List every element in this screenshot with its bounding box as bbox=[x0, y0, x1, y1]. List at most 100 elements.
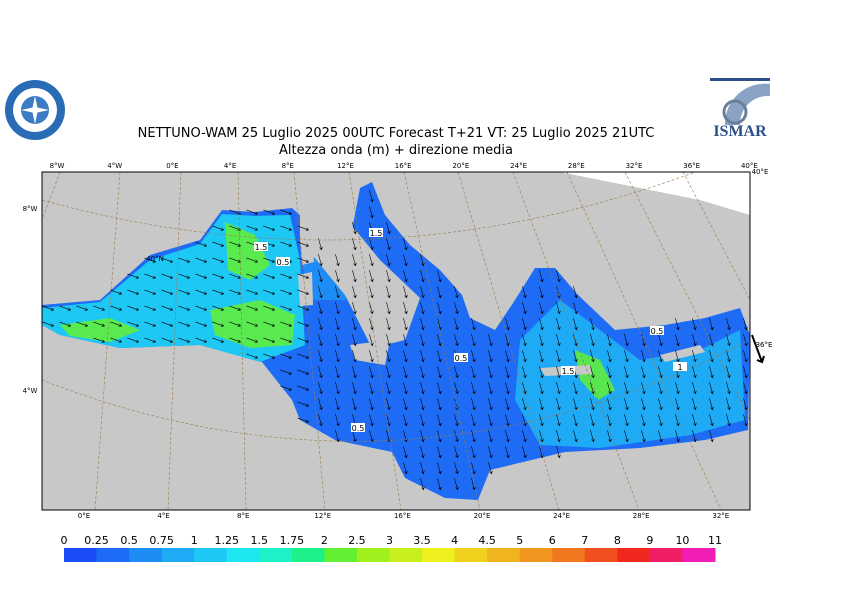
left-logo bbox=[5, 80, 65, 140]
arrow bbox=[692, 382, 696, 394]
arrow-head bbox=[220, 243, 224, 247]
arrow bbox=[352, 254, 356, 266]
arrow-head bbox=[523, 326, 527, 330]
arrow-head bbox=[421, 310, 425, 314]
arrow bbox=[675, 318, 679, 330]
arrow bbox=[335, 382, 339, 394]
top-label: 40°E bbox=[741, 162, 758, 170]
arrow-head bbox=[353, 342, 357, 346]
arrow bbox=[318, 366, 322, 378]
arrow-head bbox=[693, 342, 697, 346]
arrow-head bbox=[625, 438, 629, 442]
arrow bbox=[297, 257, 309, 263]
arrow-head bbox=[387, 390, 391, 394]
arrow-head bbox=[438, 470, 442, 474]
arrow bbox=[280, 225, 292, 231]
arrow-head bbox=[220, 291, 224, 295]
right-logo: ISMAR bbox=[710, 78, 770, 140]
arrow-head bbox=[472, 406, 476, 410]
arrow bbox=[420, 254, 424, 266]
arrow-head bbox=[455, 422, 459, 426]
arrow-head bbox=[370, 278, 374, 282]
colorbar-label: 0.75 bbox=[149, 534, 174, 547]
arrow-head bbox=[353, 230, 357, 234]
colorbar-box bbox=[487, 548, 521, 562]
arrow-head bbox=[319, 246, 323, 250]
arrow bbox=[335, 366, 339, 378]
arrow bbox=[161, 273, 173, 279]
arrow-head bbox=[336, 358, 340, 362]
right-label: 36°E bbox=[756, 341, 773, 349]
arrow bbox=[692, 334, 696, 346]
arrow bbox=[488, 414, 492, 426]
arrow-head bbox=[557, 278, 561, 282]
arrow bbox=[539, 446, 543, 458]
arrow bbox=[590, 350, 594, 362]
arrow-head bbox=[557, 406, 561, 410]
contour-label: 1.5 bbox=[370, 229, 383, 238]
arrow bbox=[454, 366, 458, 378]
arrow-head bbox=[336, 262, 340, 266]
colorbar-box bbox=[291, 548, 325, 562]
arrow bbox=[556, 302, 560, 314]
arrow bbox=[488, 350, 492, 362]
arrow-head bbox=[676, 358, 680, 362]
arrow bbox=[297, 225, 309, 231]
arrow bbox=[522, 302, 526, 314]
arrow-head bbox=[319, 294, 323, 298]
subtitle: Altezza onda (m) + direzione media bbox=[279, 143, 513, 158]
contour-label-bg bbox=[650, 326, 664, 335]
arrow-head bbox=[237, 307, 241, 311]
arrow-head bbox=[523, 422, 527, 426]
arrow-head bbox=[387, 422, 391, 426]
arrow bbox=[573, 398, 577, 410]
arrow-head bbox=[727, 390, 731, 394]
arrow-head bbox=[659, 406, 663, 410]
arrow bbox=[352, 238, 356, 250]
colorbar-box bbox=[584, 548, 618, 562]
arrow-head bbox=[642, 406, 646, 410]
arrow-head bbox=[404, 262, 408, 266]
arrow bbox=[624, 366, 628, 378]
arrow bbox=[743, 350, 747, 362]
colorbar-label: 1.25 bbox=[215, 534, 240, 547]
contour-label-bg bbox=[561, 366, 575, 375]
arrow bbox=[93, 321, 105, 327]
arrow bbox=[675, 382, 679, 394]
arrow-head bbox=[319, 310, 323, 314]
arrow bbox=[522, 366, 526, 378]
graticule bbox=[42, 172, 750, 510]
arrow bbox=[471, 334, 475, 346]
arrow bbox=[573, 286, 577, 298]
arrow-head bbox=[523, 294, 527, 298]
arrow-head bbox=[693, 374, 697, 378]
arrow bbox=[709, 318, 713, 330]
arrow-head bbox=[744, 406, 748, 410]
arrow bbox=[386, 398, 390, 410]
arrow bbox=[280, 289, 292, 295]
arrow bbox=[607, 350, 611, 362]
arrow-head bbox=[523, 438, 527, 442]
arrow bbox=[522, 318, 526, 330]
arrow bbox=[539, 286, 543, 298]
wave-zone bbox=[225, 222, 270, 280]
bottom-label: 12°E bbox=[314, 512, 331, 520]
arrow-head bbox=[506, 390, 510, 394]
arrow bbox=[437, 302, 441, 314]
arrow-head bbox=[370, 310, 374, 314]
arrow-head bbox=[336, 406, 340, 410]
arrow bbox=[403, 382, 407, 394]
arrow-head bbox=[118, 323, 122, 327]
arrow-head bbox=[336, 326, 340, 330]
arrow-head bbox=[438, 374, 442, 378]
arrow-head bbox=[744, 422, 748, 426]
arrow-head bbox=[271, 291, 275, 295]
arrow bbox=[590, 334, 594, 346]
arrow bbox=[454, 462, 458, 474]
arrow-head bbox=[404, 390, 408, 394]
arrow-head bbox=[404, 246, 408, 250]
wave-zone bbox=[515, 300, 745, 448]
arrow-head bbox=[659, 358, 663, 362]
arrow-head bbox=[288, 387, 292, 391]
arrow-head bbox=[727, 326, 731, 330]
